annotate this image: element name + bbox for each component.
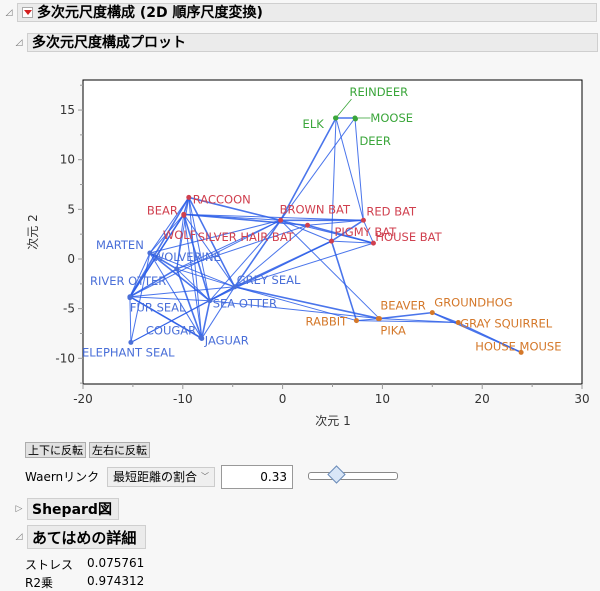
stress-label: ストレス (25, 558, 74, 572)
report-title-box: 多次元尺度構成 (2D 順序尺度変換) (17, 3, 597, 22)
point-label: MARTEN (96, 238, 144, 252)
report-header: ◿ 多次元尺度構成 (2D 順序尺度変換) (4, 3, 597, 22)
point-label: GREY SEAL (237, 273, 301, 287)
shepard-section-header: ▷ Shepard図 (14, 498, 119, 520)
flip-horizontal-button[interactable]: 左右に反転 (89, 442, 150, 458)
data-point[interactable] (376, 316, 382, 322)
point-label: SILVER HAIR BAT (198, 230, 295, 244)
svg-text:15: 15 (60, 103, 75, 117)
point-label: WOLF (163, 228, 196, 242)
data-point[interactable] (353, 318, 359, 324)
data-point[interactable] (181, 212, 187, 218)
point-label: RED BAT (366, 204, 417, 218)
data-point[interactable] (429, 310, 435, 316)
waern-links (129, 117, 522, 354)
data-point[interactable] (127, 295, 133, 301)
data-point[interactable] (232, 284, 238, 290)
y-axis-label: 次元 2 (26, 214, 40, 249)
point-labels: REINDEER ELK MOOSE DEER BROWN BAT RED BAT SILV… (82, 85, 562, 359)
point-label: REINDEER (349, 85, 408, 99)
expand-triangle-icon[interactable]: ▷ (15, 504, 23, 514)
data-point[interactable] (186, 194, 192, 200)
plot-section-title-box: 多次元尺度構成プロット (27, 33, 598, 52)
data-point[interactable] (128, 339, 134, 345)
shepard-title: Shepard図 (32, 502, 112, 518)
svg-text:10: 10 (60, 153, 75, 167)
point-label: RIVER OTTER (90, 274, 166, 288)
fit-details-header: ◿ あてはめの詳細 (14, 525, 146, 549)
fit-details-title: あてはめの詳細 (32, 529, 137, 547)
r2-value: 0.974312 (87, 574, 145, 588)
shepard-title-box: Shepard図 (27, 498, 119, 520)
svg-text:-10: -10 (55, 351, 75, 365)
svg-text:0: 0 (67, 252, 75, 266)
r2-label: R2乗 (25, 576, 53, 590)
point-label: GRAY SQUIRREL (460, 317, 552, 331)
point-label: BROWN BAT (280, 202, 351, 216)
point-label: RABBIT (306, 315, 349, 329)
point-label: MOOSE (370, 111, 413, 125)
point-label: HOUSE BAT (375, 230, 442, 244)
data-point[interactable] (333, 115, 339, 121)
data-point[interactable] (278, 217, 284, 223)
svg-text:-10: -10 (173, 392, 193, 406)
point-label: FUR SEAL (130, 301, 186, 315)
collapse-triangle-icon[interactable]: ◿ (5, 7, 13, 18)
data-point[interactable] (329, 238, 335, 244)
point-label: COUGAR (146, 323, 196, 337)
x-axis-label: 次元 1 (315, 414, 350, 428)
svg-text:30: 30 (574, 392, 589, 406)
svg-text:5: 5 (67, 202, 75, 216)
red-triangle-menu-icon[interactable] (22, 7, 33, 18)
stress-value: 0.075761 (87, 556, 145, 570)
point-label: HOUSE MOUSE (475, 339, 561, 353)
waern-method-value: 最短距離の割合 (113, 470, 198, 484)
data-point[interactable] (360, 217, 366, 223)
collapse-triangle-icon[interactable]: ◿ (15, 532, 23, 542)
waern-slider-track[interactable] (308, 472, 398, 480)
svg-text:-20: -20 (73, 392, 93, 406)
fit-details-title-box: あてはめの詳細 (27, 525, 146, 549)
point-label: DEER (359, 134, 390, 148)
point-label: RACCOON (193, 192, 251, 206)
point-label: ELK (303, 117, 325, 131)
plot-section-header: ◿ 多次元尺度構成プロット (14, 33, 598, 52)
data-point[interactable] (207, 298, 213, 304)
svg-text:-5: -5 (63, 302, 75, 316)
data-point[interactable] (370, 240, 376, 246)
svg-text:0: 0 (279, 392, 287, 406)
data-point[interactable] (199, 335, 205, 341)
point-label: PIGMY BAT (334, 225, 397, 239)
point-label: PIKA (380, 323, 406, 337)
r2-row: R2乗 0.974312 (25, 574, 144, 591)
stress-row: ストレス 0.075761 (25, 556, 144, 573)
point-label: BEAR (147, 203, 178, 217)
waern-slider-thumb[interactable] (327, 465, 346, 484)
data-point[interactable] (455, 320, 461, 326)
point-label: WOLVERINE (153, 250, 221, 264)
data-point[interactable] (305, 222, 311, 228)
mds-plot[interactable]: -20 -10 0 10 20 30 -10 -5 0 5 10 15 REINDEER ELK MOOS… (0, 70, 600, 430)
point-label: GROUNDHOG (434, 296, 512, 310)
plot-section-title: 多次元尺度構成プロット (32, 35, 186, 51)
report-title: 多次元尺度構成 (2D 順序尺度変換) (37, 5, 263, 21)
svg-text:20: 20 (475, 392, 490, 406)
data-point[interactable] (352, 116, 358, 122)
data-point[interactable] (518, 349, 524, 355)
waern-link-label: Waernリンク (25, 470, 100, 484)
point-label: BEAVER (380, 299, 425, 313)
data-point[interactable] (174, 266, 180, 272)
data-point[interactable] (147, 250, 153, 256)
waern-value-input[interactable]: 0.33 (221, 465, 293, 489)
collapse-triangle-icon[interactable]: ◿ (15, 37, 23, 48)
waern-method-select[interactable]: 最短距離の割合 ﹀ (107, 467, 215, 487)
point-label: JAGUAR (204, 333, 249, 347)
data-points (127, 115, 524, 355)
point-label: SEA OTTER (213, 297, 277, 311)
flip-vertical-button[interactable]: 上下に反転 (25, 442, 86, 458)
chevron-down-icon: ﹀ (201, 472, 209, 481)
point-label: ELEPHANT SEAL (82, 345, 175, 359)
svg-text:10: 10 (375, 392, 390, 406)
